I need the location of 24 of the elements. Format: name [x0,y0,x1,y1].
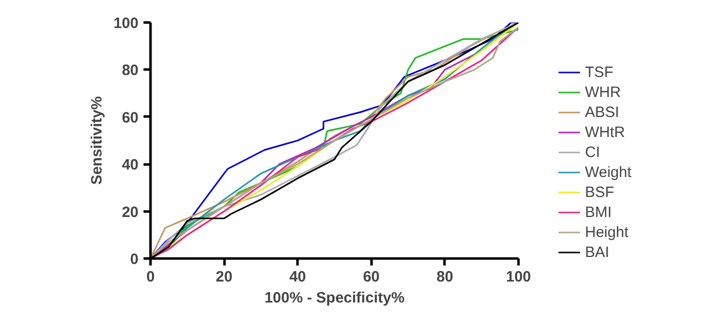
legend-label: Height [585,223,628,241]
y-axis-title: Sensitivity% [88,96,106,185]
legend-label: CI [585,143,601,161]
legend-label: BSF [585,183,614,201]
x-tick-label: 80 [436,268,454,286]
legend-label: BAI [585,243,610,261]
legend-label: Weight [585,163,632,181]
legend-label: TSF [585,63,614,81]
x-tick-label: 100 [506,268,532,286]
y-tick-label: 100 [113,15,139,32]
x-tick-label: 40 [289,268,306,286]
y-tick-label: 80 [122,62,139,80]
legend-label: BMI [585,203,612,221]
legend-label: ABSI [585,103,620,121]
x-axis-title: 100% - Specificity% [264,290,405,306]
x-tick-label: 20 [216,268,232,286]
legend-label: WHtR [585,123,625,141]
y-tick-label: 60 [122,109,139,126]
x-tick-label: 60 [362,268,380,286]
y-tick-label: 40 [122,156,139,174]
y-tick-label: 20 [122,204,139,221]
y-tick-label: 0 [130,251,138,268]
x-tick-label: 0 [146,268,155,286]
legend-label: WHR [585,83,621,101]
